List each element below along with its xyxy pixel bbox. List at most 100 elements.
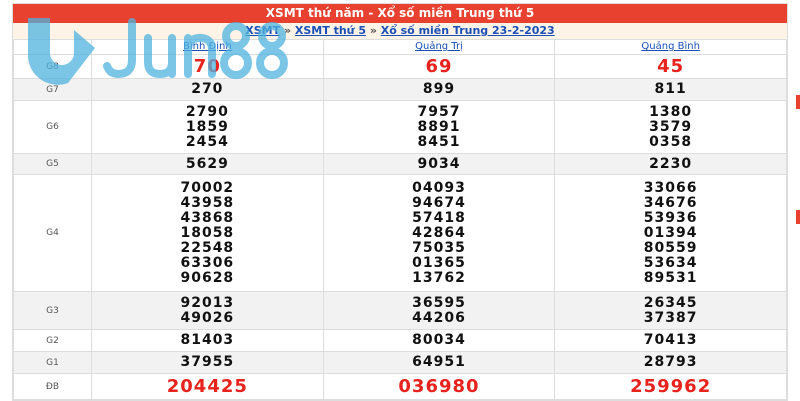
- prize-number: 36595: [412, 294, 466, 311]
- prize-cell: 1380 3579 0358: [554, 100, 787, 154]
- prize-number: 13762: [412, 269, 466, 286]
- prize-number: 7957: [417, 103, 461, 120]
- prize-number: 28793: [643, 354, 698, 370]
- prize-number: 204425: [166, 375, 248, 397]
- prize-number: 01394: [643, 224, 698, 241]
- breadcrumb-xsmt[interactable]: XSMT: [245, 24, 281, 37]
- prize-cell: 33066 34676 53936 01394 80559 53634 89531: [554, 174, 787, 292]
- prize-cell: 811: [554, 78, 787, 101]
- prize-number: 036980: [398, 375, 480, 397]
- prize-number: 8891: [417, 118, 461, 135]
- prize-cell: 899: [322, 78, 556, 101]
- prize-number: 43868: [180, 209, 235, 226]
- prize-number: 49026: [180, 309, 235, 326]
- prize-cell: 036980: [322, 373, 556, 400]
- prize-number: 33066: [643, 179, 698, 196]
- prize-number: 899: [422, 81, 456, 97]
- prize-number: 64951: [412, 354, 466, 370]
- prize-row-4: G4 70002 43958 43868 18058 22548 63306 90628 040…: [13, 174, 787, 292]
- prize-cell: 64951: [322, 351, 556, 374]
- prize-label: G2: [13, 329, 92, 352]
- prize-number: 57418: [412, 209, 466, 226]
- prize-number: 1859: [185, 118, 229, 135]
- prize-cell: 2790 1859 2454: [91, 100, 324, 154]
- prize-cell: 9034: [322, 153, 556, 175]
- prize-number: 2790: [185, 103, 229, 120]
- prize-cell: 80034: [322, 329, 556, 352]
- prize-number: 1380: [649, 103, 693, 120]
- prize-label: G4: [13, 174, 92, 292]
- breadcrumb-date[interactable]: Xổ số miền Trung 23-2-2023: [380, 24, 555, 37]
- prize-cell: 70: [91, 54, 324, 79]
- prize-number: 43958: [180, 194, 235, 211]
- prize-number: 0358: [649, 133, 693, 150]
- prize-number: 42864: [412, 224, 466, 241]
- prize-label: G5: [13, 153, 92, 175]
- prize-number: 94674: [412, 194, 466, 211]
- prize-number: 26345: [643, 294, 698, 311]
- prize-row-3: G5 5629 9034 2230: [13, 153, 787, 175]
- prize-cell: 26345 37387: [554, 291, 787, 330]
- prize-number: 5629: [185, 155, 229, 172]
- prize-cell: 259962: [554, 373, 787, 400]
- prize-number: 2230: [649, 155, 693, 172]
- prize-number: 75035: [412, 239, 466, 256]
- prize-cell: 45: [554, 54, 787, 79]
- prize-cell: 204425: [91, 373, 324, 400]
- prize-number: 92013: [180, 294, 235, 311]
- prize-cell: 36595 44206: [322, 291, 556, 330]
- side-decoration: [796, 95, 800, 109]
- prize-number: 89531: [643, 269, 698, 286]
- prize-number: 9034: [417, 155, 461, 172]
- prize-number: 34676: [643, 194, 698, 211]
- prize-label: G3: [13, 291, 92, 330]
- prize-row-5: G3 92013 49026 36595 44206 26345 37387: [13, 291, 787, 330]
- prize-number: 18058: [180, 224, 235, 241]
- prize-cell: 70413: [554, 329, 787, 352]
- prize-number: 2454: [185, 133, 229, 150]
- prize-label: ĐB: [13, 373, 92, 400]
- prize-number: 259962: [630, 375, 712, 397]
- prize-cell: 5629: [91, 153, 324, 175]
- prize-number: 8451: [417, 133, 461, 150]
- province-link[interactable]: Quảng Bình: [641, 41, 700, 52]
- prize-cell: 7957 8891 8451: [322, 100, 556, 154]
- prize-number: 70: [193, 55, 221, 77]
- prize-number: 270: [191, 81, 224, 97]
- prize-number: 04093: [412, 179, 466, 196]
- province-link[interactable]: Quảng Trị: [415, 41, 463, 52]
- prize-row-1: G7 270 899 811: [13, 78, 787, 101]
- side-decoration: [796, 210, 800, 224]
- prize-row-7: G1 37955 64951 28793: [13, 351, 787, 374]
- prize-row-0: G8 70 69 45: [13, 54, 787, 79]
- prize-label: G1: [13, 351, 92, 374]
- results-table: Bình Định Quảng Trị Quảng Bình G8 70 69 45 G…: [13, 39, 787, 400]
- prize-number: 53634: [643, 254, 698, 271]
- prize-cell: 37955: [91, 351, 324, 374]
- prize-cell: 81403: [91, 329, 324, 352]
- prize-row-8: ĐB 204425 036980 259962: [13, 373, 787, 400]
- breadcrumb-xsmt-thu-5[interactable]: XSMT thứ 5: [294, 24, 366, 37]
- prize-number: 63306: [180, 254, 235, 271]
- province-header-row: Bình Định Quảng Trị Quảng Bình: [13, 39, 787, 55]
- prize-number: 80559: [643, 239, 698, 256]
- prize-cell: 28793: [554, 351, 787, 374]
- prize-cell: 92013 49026: [91, 291, 324, 330]
- results-table-container: XSMT thứ năm - Xổ số miền Trung thứ 5 XS…: [12, 3, 788, 401]
- prize-cell: 04093 94674 57418 42864 75035 01365 13762: [322, 174, 556, 292]
- province-link[interactable]: Bình Định: [182, 41, 232, 52]
- prize-number: 70413: [643, 332, 698, 348]
- breadcrumb: XSMT » XSMT thứ 5 » Xổ số miền Trung 23-…: [13, 23, 787, 39]
- prize-label: G8: [13, 54, 92, 79]
- prize-number: 45: [657, 55, 685, 77]
- prize-number: 811: [654, 81, 687, 97]
- prize-number: 37387: [643, 309, 698, 326]
- prize-number: 90628: [180, 269, 235, 286]
- prize-number: 53936: [643, 209, 698, 226]
- prize-cell: 69: [322, 54, 556, 79]
- prize-label: G7: [13, 78, 92, 101]
- prize-number: 37955: [180, 354, 235, 370]
- prize-number: 81403: [180, 332, 235, 348]
- prize-number: 69: [425, 55, 453, 77]
- prize-number: 80034: [412, 332, 466, 348]
